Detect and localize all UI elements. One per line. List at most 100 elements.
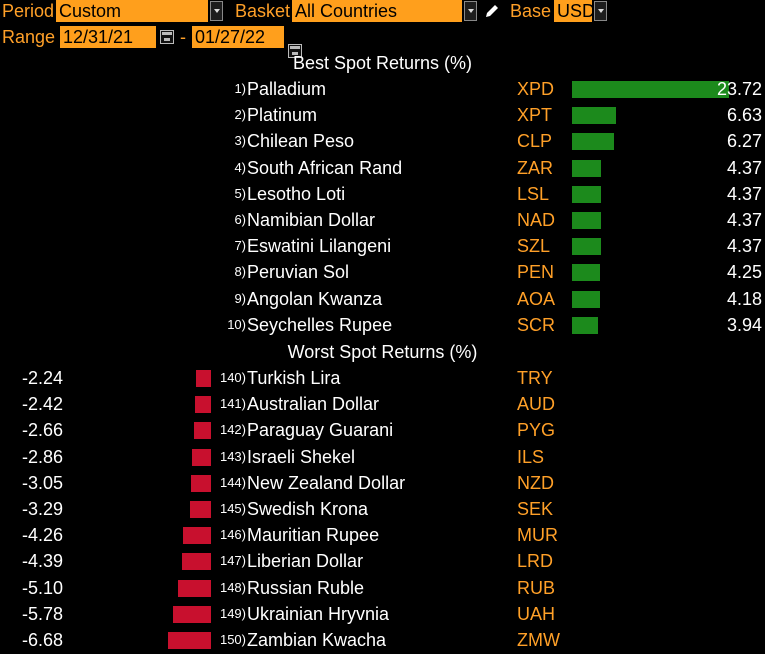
row-rank: 6) [234, 212, 246, 227]
row-rank: 2) [234, 107, 246, 123]
table-row[interactable]: 1) Palladium XPD 23.72 [0, 76, 765, 102]
row-code: SCR [517, 314, 556, 335]
calendar-icon[interactable] [288, 44, 302, 58]
row-rank: 7) [234, 238, 246, 254]
row-value: 4.18 [726, 288, 762, 309]
row-value: 6.27 [726, 131, 762, 152]
row-name: Israeli Shekel [247, 446, 356, 467]
row-value: -2.66 [22, 420, 64, 441]
positive-bar [572, 159, 601, 177]
period-select[interactable]: Custom [56, 0, 208, 22]
row-code: CLP [517, 131, 553, 152]
table-row[interactable]: 148) Russian Ruble RUB -5.10 [0, 575, 765, 601]
positive-bar [572, 264, 600, 282]
table-row[interactable]: 5) Lesotho Loti LSL 4.37 [0, 181, 765, 207]
row-name: Seychelles Rupee [247, 314, 393, 335]
row-code: ILS [517, 446, 545, 467]
base-chevron-down-icon[interactable] [594, 1, 607, 21]
row-name: Platinum [247, 105, 318, 126]
table-row[interactable]: 2) Platinum XPT 6.63 [0, 102, 765, 128]
row-name: New Zealand Dollar [247, 472, 406, 493]
row-code: MUR [517, 525, 558, 546]
table-row[interactable]: 143) Israeli Shekel ILS -2.86 [0, 444, 765, 470]
row-rank: 149) [219, 605, 246, 621]
row-value: -6.68 [22, 630, 64, 650]
period-chevron-down-icon[interactable] [210, 1, 223, 21]
negative-bar [194, 422, 211, 440]
table-row[interactable]: 4) South African Rand ZAR 4.37 [0, 155, 765, 181]
row-rank: 146) [219, 527, 246, 543]
calendar-icon[interactable] [160, 30, 174, 44]
row-code: UAH [517, 603, 556, 624]
range-start-input[interactable]: 12/31/21 [60, 26, 156, 48]
row-code: AOA [517, 288, 556, 309]
basket-select[interactable]: All Countries [292, 0, 462, 22]
table-row[interactable]: 140) Turkish Lira TRY -2.24 [0, 365, 765, 391]
row-rank: 4) [234, 159, 246, 175]
row-value: -5.78 [22, 603, 64, 624]
row-rank: 144) [219, 474, 246, 490]
row-value: -2.24 [22, 368, 64, 388]
negative-bar [168, 632, 211, 649]
row-rank: 150) [219, 632, 246, 647]
base-select[interactable]: USD [554, 0, 595, 22]
table-row[interactable]: 7) Eswatini Lilangeni SZL 4.37 [0, 233, 765, 259]
positive-bar [572, 290, 600, 308]
row-name: Turkish Lira [247, 368, 341, 388]
pencil-icon[interactable] [484, 3, 500, 19]
row-rank: 143) [219, 448, 246, 464]
worst-returns-title: Worst Spot Returns (%) [287, 342, 478, 362]
row-value: -4.39 [22, 551, 64, 572]
row-value: 4.37 [726, 183, 762, 204]
table-row[interactable]: 147) Liberian Dollar LRD -4.39 [0, 548, 765, 574]
negative-bar [191, 474, 211, 492]
row-value: 4.25 [726, 262, 762, 283]
row-code: ZMW [517, 630, 560, 650]
row-rank: 140) [219, 370, 246, 385]
row-name: Mauritian Rupee [247, 525, 380, 546]
negative-bar [183, 527, 211, 545]
table-row[interactable]: 145) Swedish Krona SEK -3.29 [0, 496, 765, 522]
row-code: ZAR [517, 157, 553, 178]
row-code: TRY [517, 368, 553, 388]
range-separator: - [180, 27, 186, 47]
row-name: Angolan Kwanza [247, 288, 383, 309]
table-row[interactable]: 3) Chilean Peso CLP 6.27 [0, 128, 765, 154]
basket-chevron-down-icon[interactable] [464, 1, 477, 21]
table-row[interactable]: 142) Paraguay Guarani PYG -2.66 [0, 417, 765, 443]
row-rank: 141) [219, 396, 246, 412]
positive-bar [572, 81, 729, 98]
positive-bar [572, 133, 614, 151]
positive-bar [572, 185, 601, 203]
row-name: Russian Ruble [247, 577, 365, 598]
positive-bar [572, 107, 616, 125]
table-row[interactable]: 6) Namibian Dollar NAD 4.37 [0, 207, 765, 233]
row-code: XPT [517, 105, 553, 126]
row-rank: 9) [234, 290, 246, 306]
period-label: Period [2, 1, 55, 21]
best-returns-title: Best Spot Returns (%) [292, 53, 473, 73]
row-rank: 10) [227, 316, 246, 332]
row-value: -2.86 [22, 446, 64, 467]
table-row[interactable]: 150) Zambian Kwacha ZMW -6.68 [0, 627, 765, 653]
row-name: Peruvian Sol [247, 262, 350, 283]
table-row[interactable]: 144) New Zealand Dollar NZD -3.05 [0, 470, 765, 496]
range-end-input[interactable]: 01/27/22 [192, 26, 284, 48]
row-code: PYG [517, 420, 556, 441]
row-code: NAD [517, 210, 556, 230]
table-row[interactable]: 141) Australian Dollar AUD -2.42 [0, 391, 765, 417]
table-row[interactable]: 8) Peruvian Sol PEN 4.25 [0, 259, 765, 285]
row-name: Zambian Kwacha [247, 630, 387, 650]
table-row[interactable]: 146) Mauritian Rupee MUR -4.26 [0, 522, 765, 548]
row-name: Ukrainian Hryvnia [247, 603, 390, 624]
negative-bar [173, 605, 211, 623]
row-value: -2.42 [22, 394, 64, 415]
row-value: 4.37 [726, 210, 762, 230]
table-row[interactable]: 149) Ukrainian Hryvnia UAH -5.78 [0, 601, 765, 627]
negative-bar [182, 553, 211, 571]
row-name: Swedish Krona [247, 499, 369, 519]
row-code: PEN [517, 262, 555, 283]
table-row[interactable]: 9) Angolan Kwanza AOA 4.18 [0, 286, 765, 312]
row-value: -3.29 [22, 499, 64, 519]
table-row[interactable]: 10) Seychelles Rupee SCR 3.94 [0, 312, 765, 338]
